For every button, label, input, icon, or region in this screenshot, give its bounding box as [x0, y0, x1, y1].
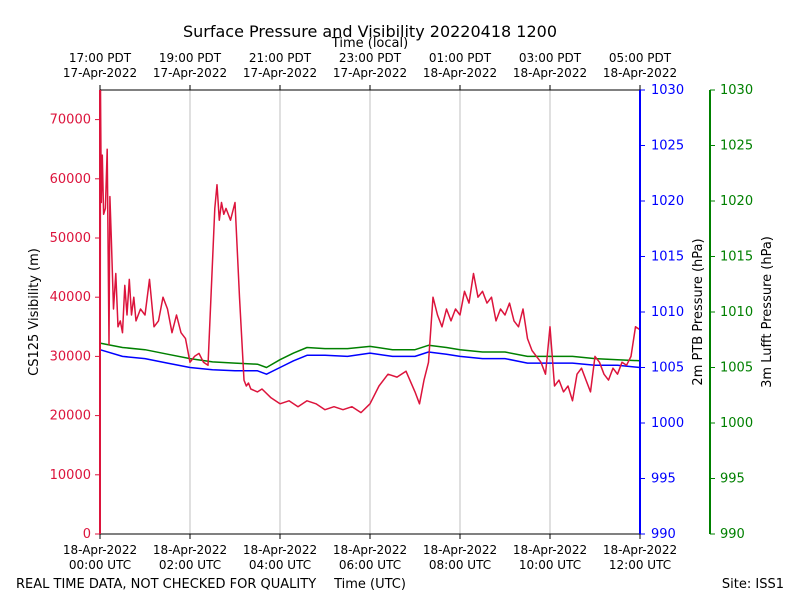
local-tick-date: 18-Apr-2022 — [513, 66, 587, 80]
visibility-tick-label: 70000 — [50, 113, 91, 128]
ptb-tick-label: 1020 — [651, 194, 684, 209]
lufft-tick-label: 1010 — [720, 305, 753, 320]
ptb-tick-label: 1015 — [651, 250, 684, 265]
local-tick-time: 17:00 PDT — [69, 51, 132, 65]
visibility-axis-label: CS125 Visibility (m) — [27, 248, 42, 376]
utc-tick-time: 02:00 UTC — [159, 558, 221, 572]
footer-site-label: Site: ISS1 — [722, 577, 784, 592]
utc-tick-time: 10:00 UTC — [519, 558, 581, 572]
utc-tick-time: 08:00 UTC — [429, 558, 491, 572]
lufft-tick-label: 1015 — [720, 250, 753, 265]
utc-tick-date: 18-Apr-2022 — [153, 543, 227, 557]
utc-tick-date: 18-Apr-2022 — [333, 543, 407, 557]
lufft-tick-label: 995 — [720, 472, 745, 487]
visibility-tick-label: 30000 — [50, 349, 91, 364]
utc-tick-time: 12:00 UTC — [609, 558, 671, 572]
local-tick-time: 05:00 PDT — [609, 51, 672, 65]
lufft-tick-label: 1020 — [720, 194, 753, 209]
ptb-tick-label: 1010 — [651, 305, 684, 320]
local-tick-date: 17-Apr-2022 — [243, 66, 317, 80]
local-tick-date: 17-Apr-2022 — [63, 66, 137, 80]
utc-tick-date: 18-Apr-2022 — [603, 543, 677, 557]
utc-tick-date: 18-Apr-2022 — [63, 543, 137, 557]
top-axis-label: Time (local) — [331, 36, 408, 51]
footer-quality-note: REAL TIME DATA, NOT CHECKED FOR QUALITY — [16, 577, 316, 592]
local-tick-time: 23:00 PDT — [339, 51, 402, 65]
visibility-tick-label: 40000 — [50, 290, 91, 305]
visibility-tick-label: 50000 — [50, 231, 91, 246]
chart-title: Surface Pressure and Visibility 20220418… — [183, 22, 557, 41]
visibility-tick-label: 20000 — [50, 409, 91, 424]
lufft-tick-label: 1005 — [720, 361, 753, 376]
local-tick-date: 17-Apr-2022 — [333, 66, 407, 80]
lufft-tick-label: 1025 — [720, 139, 753, 154]
local-tick-time: 01:00 PDT — [429, 51, 492, 65]
ptb-tick-label: 1030 — [651, 83, 684, 98]
utc-tick-date: 18-Apr-2022 — [243, 543, 317, 557]
utc-tick-time: 04:00 UTC — [249, 558, 311, 572]
local-tick-time: 03:00 PDT — [519, 51, 582, 65]
local-tick-date: 18-Apr-2022 — [423, 66, 497, 80]
lufft-tick-label: 1000 — [720, 416, 753, 431]
bottom-axis-label: Time (UTC) — [333, 577, 406, 592]
utc-tick-time: 00:00 UTC — [69, 558, 131, 572]
ptb-tick-label: 995 — [651, 472, 676, 487]
local-tick-date: 17-Apr-2022 — [153, 66, 227, 80]
utc-tick-time: 06:00 UTC — [339, 558, 401, 572]
visibility-tick-label: 0 — [83, 527, 91, 542]
visibility-series-line — [99, 89, 641, 535]
lufft-tick-label: 990 — [720, 527, 745, 542]
visibility-tick-label: 10000 — [50, 468, 91, 483]
local-tick-date: 18-Apr-2022 — [603, 66, 677, 80]
lufft-pressure-series-line — [99, 342, 641, 369]
ptb-axis-label: 2m PTB Pressure (hPa) — [691, 238, 706, 385]
ptb-tick-label: 1000 — [651, 416, 684, 431]
ptb-pressure-series-line — [99, 348, 641, 375]
utc-tick-date: 18-Apr-2022 — [423, 543, 497, 557]
lufft-axis-label: 3m Lufft Pressure (hPa) — [760, 236, 775, 388]
ptb-tick-label: 1005 — [651, 361, 684, 376]
visibility-tick-label: 60000 — [50, 172, 91, 187]
lufft-tick-label: 1030 — [720, 83, 753, 98]
local-tick-time: 21:00 PDT — [249, 51, 312, 65]
ptb-tick-label: 1025 — [651, 139, 684, 154]
utc-tick-date: 18-Apr-2022 — [513, 543, 587, 557]
ptb-tick-label: 990 — [651, 527, 676, 542]
local-tick-time: 19:00 PDT — [159, 51, 222, 65]
